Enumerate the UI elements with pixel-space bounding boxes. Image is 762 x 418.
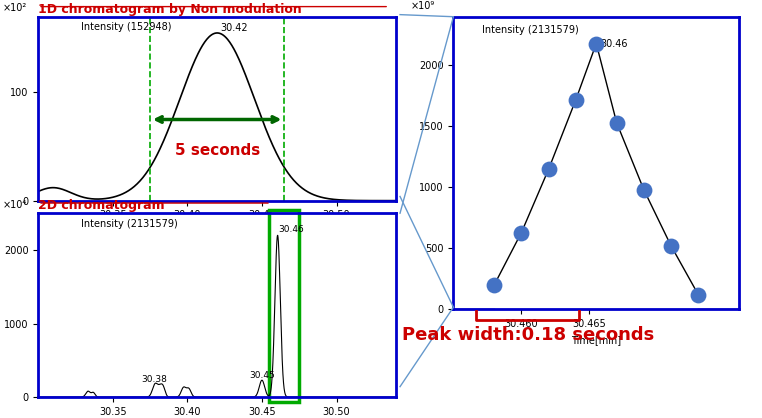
Text: Intensity (152948): Intensity (152948) bbox=[81, 22, 171, 32]
Text: 30.38: 30.38 bbox=[142, 375, 168, 384]
X-axis label: Time[min]: Time[min] bbox=[192, 226, 242, 236]
Text: 5 seconds: 5 seconds bbox=[174, 143, 260, 158]
X-axis label: Time[min]: Time[min] bbox=[572, 334, 621, 344]
Text: ×10⁴: ×10⁴ bbox=[2, 199, 27, 209]
Point bbox=[638, 186, 650, 193]
Text: Intensity (2131579): Intensity (2131579) bbox=[482, 25, 578, 36]
Text: ×10²: ×10² bbox=[2, 3, 27, 13]
Text: Peak width:0.18 seconds: Peak width:0.18 seconds bbox=[402, 326, 654, 344]
Point bbox=[488, 282, 501, 288]
Text: Intensity (2131579): Intensity (2131579) bbox=[81, 219, 178, 229]
Text: 2D chromatogram: 2D chromatogram bbox=[38, 199, 165, 212]
Text: 30.46: 30.46 bbox=[600, 38, 628, 48]
Point bbox=[665, 242, 677, 249]
Text: ×10⁹: ×10⁹ bbox=[411, 1, 435, 11]
Text: 30.42: 30.42 bbox=[220, 23, 248, 33]
Text: 30.46: 30.46 bbox=[278, 224, 304, 234]
Text: 1D chromatogram by Non modulation: 1D chromatogram by Non modulation bbox=[38, 3, 302, 15]
Point bbox=[515, 229, 527, 236]
Point bbox=[543, 166, 555, 173]
Point bbox=[610, 120, 623, 126]
Bar bbox=[270, 210, 299, 402]
Point bbox=[591, 40, 603, 47]
Point bbox=[692, 291, 704, 298]
Point bbox=[570, 96, 582, 103]
Text: 30.45: 30.45 bbox=[249, 371, 275, 380]
